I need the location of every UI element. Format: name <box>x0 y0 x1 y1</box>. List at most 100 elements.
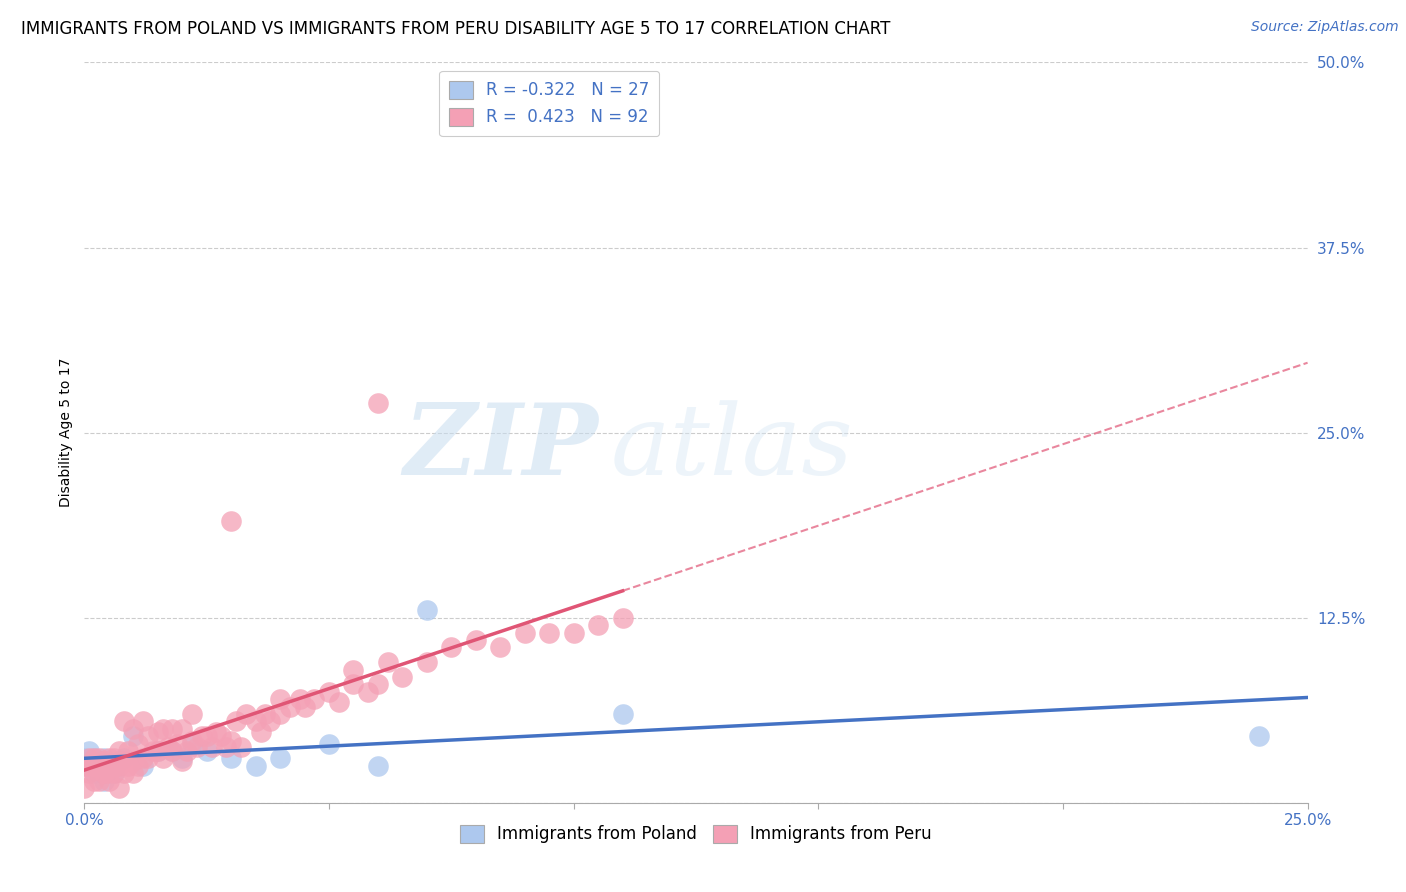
Point <box>73 780 96 795</box>
Point <box>97 751 120 765</box>
Point <box>162 744 184 758</box>
Point <box>77 758 100 772</box>
Point <box>225 714 247 729</box>
Point <box>73 758 96 772</box>
Point <box>191 729 214 743</box>
Point <box>416 603 439 617</box>
Point <box>328 695 350 709</box>
Point <box>156 739 179 754</box>
Point <box>107 758 129 772</box>
Point <box>294 699 316 714</box>
Point <box>97 758 120 772</box>
Point <box>103 751 125 765</box>
Legend: Immigrants from Poland, Immigrants from Peru: Immigrants from Poland, Immigrants from … <box>454 818 938 850</box>
Point <box>112 755 135 769</box>
Point <box>249 724 271 739</box>
Point <box>562 625 585 640</box>
Point <box>235 706 257 721</box>
Point <box>269 751 291 765</box>
Point <box>612 610 634 624</box>
Point <box>205 724 228 739</box>
Point <box>288 692 311 706</box>
Point <box>209 729 232 743</box>
Point <box>73 751 96 765</box>
Point <box>87 773 110 788</box>
Point <box>195 729 218 743</box>
Point <box>103 766 125 780</box>
Point <box>219 515 242 529</box>
Point <box>136 751 159 765</box>
Point <box>367 677 389 691</box>
Point <box>122 755 145 769</box>
Point <box>152 722 174 736</box>
Point <box>132 758 155 772</box>
Point <box>103 758 125 772</box>
Point <box>612 706 634 721</box>
Point <box>219 733 242 747</box>
Point <box>107 755 129 769</box>
Point <box>342 677 364 691</box>
Point <box>107 744 129 758</box>
Point <box>162 744 184 758</box>
Point <box>357 685 380 699</box>
Point <box>440 640 463 655</box>
Point <box>146 744 169 758</box>
Point <box>83 766 105 780</box>
Point <box>181 737 204 751</box>
Point <box>127 758 149 772</box>
Point <box>112 714 135 729</box>
Point <box>172 755 194 769</box>
Point <box>97 758 120 772</box>
Y-axis label: Disability Age 5 to 17: Disability Age 5 to 17 <box>59 358 73 508</box>
Point <box>172 751 194 765</box>
Point <box>83 751 105 765</box>
Point <box>136 729 159 743</box>
Point <box>166 737 188 751</box>
Point <box>254 706 277 721</box>
Point <box>112 751 135 765</box>
Point <box>122 729 145 743</box>
Text: Source: ZipAtlas.com: Source: ZipAtlas.com <box>1251 20 1399 34</box>
Point <box>77 766 100 780</box>
Point <box>146 744 169 758</box>
Point <box>181 733 204 747</box>
Point <box>122 766 145 780</box>
Point <box>146 724 169 739</box>
Point <box>377 655 399 669</box>
Point <box>83 758 105 772</box>
Point <box>93 773 115 788</box>
Point <box>586 618 609 632</box>
Point <box>181 706 204 721</box>
Point <box>416 655 439 669</box>
Point <box>318 737 340 751</box>
Point <box>93 751 115 765</box>
Point <box>245 758 267 772</box>
Point <box>342 663 364 677</box>
Point <box>219 751 242 765</box>
Point <box>112 766 135 780</box>
Text: IMMIGRANTS FROM POLAND VS IMMIGRANTS FROM PERU DISABILITY AGE 5 TO 17 CORRELATIO: IMMIGRANTS FROM POLAND VS IMMIGRANTS FRO… <box>21 20 890 37</box>
Point <box>1247 729 1270 743</box>
Point <box>122 722 145 736</box>
Point <box>489 640 512 655</box>
Point <box>391 670 413 684</box>
Point <box>245 714 267 729</box>
Text: atlas: atlas <box>610 400 853 495</box>
Point <box>200 739 222 754</box>
Point <box>77 751 100 765</box>
Point <box>93 766 115 780</box>
Point <box>127 737 149 751</box>
Point <box>83 773 105 788</box>
Point <box>269 692 291 706</box>
Point <box>142 744 165 758</box>
Text: ZIP: ZIP <box>404 400 598 496</box>
Point <box>117 758 139 772</box>
Point <box>93 758 115 772</box>
Point <box>367 396 389 410</box>
Point <box>269 706 291 721</box>
Point <box>87 758 110 772</box>
Point <box>318 685 340 699</box>
Point <box>367 758 389 772</box>
Point <box>195 744 218 758</box>
Point <box>278 699 301 714</box>
